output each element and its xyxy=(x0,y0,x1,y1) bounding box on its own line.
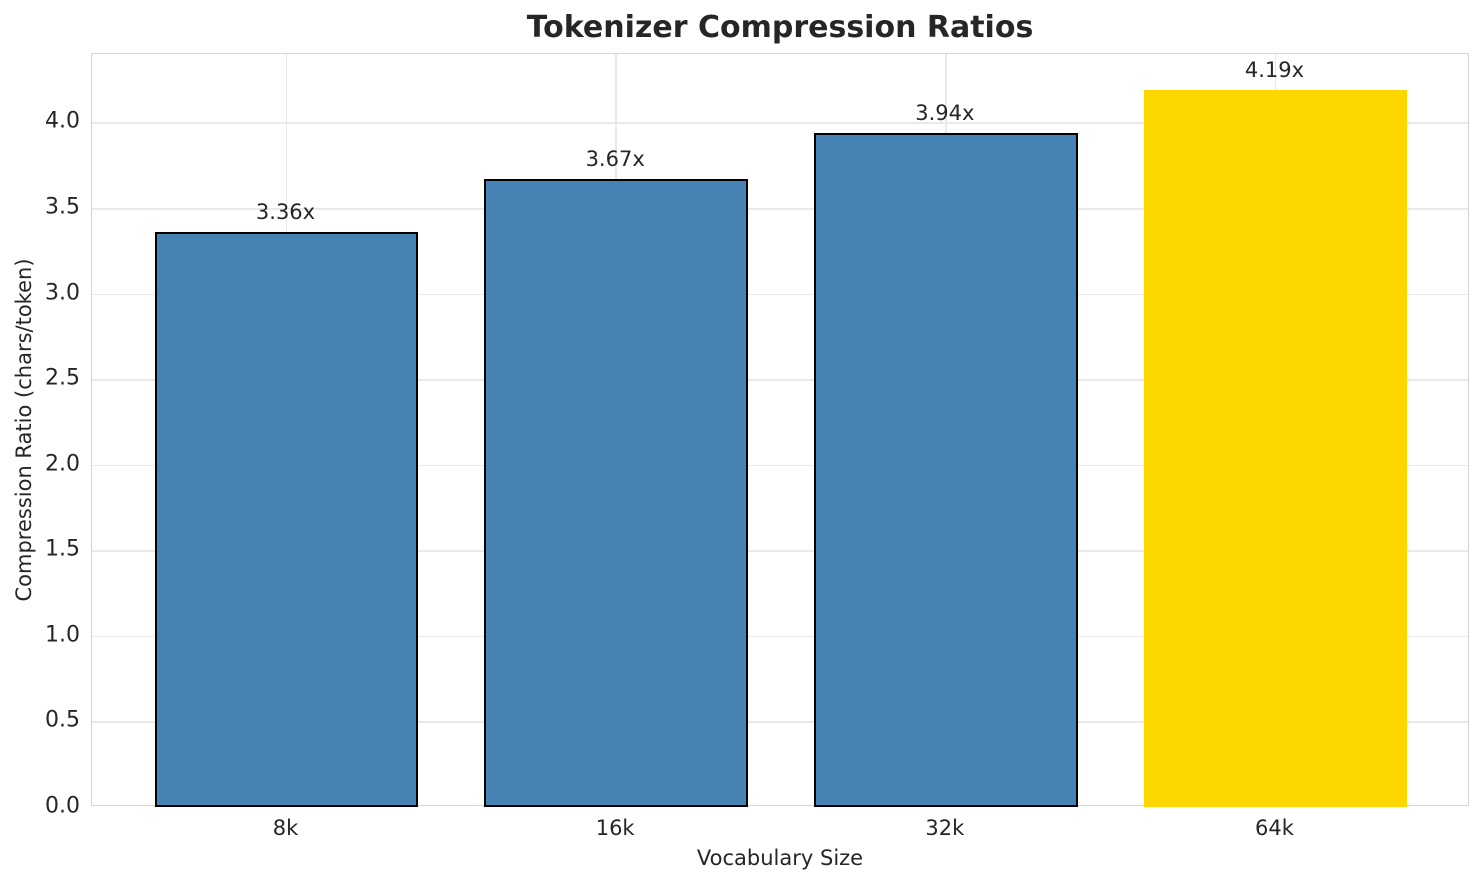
y-tick-label: 3.0 xyxy=(45,280,80,306)
plot-area xyxy=(91,53,1469,807)
h-gridline xyxy=(92,550,1468,552)
h-gridline xyxy=(92,379,1468,381)
h-gridline xyxy=(92,635,1468,638)
bar-value-label: 4.19x xyxy=(1244,57,1305,82)
x-tick-label: 16k xyxy=(595,816,635,840)
y-tick-label: 2.0 xyxy=(45,451,80,477)
bar-16k xyxy=(484,178,749,807)
y-axis-title: Compression Ratio (chars/token) xyxy=(12,258,36,602)
x-tick-label: 32k xyxy=(925,816,965,840)
y-tick-label: 2.5 xyxy=(45,365,80,391)
h-gridline xyxy=(92,122,1468,124)
y-tick-label: 4.0 xyxy=(45,108,80,134)
h-gridline xyxy=(92,721,1468,723)
bar-8k xyxy=(154,231,419,807)
x-tick-label: 8k xyxy=(272,816,299,840)
h-gridline xyxy=(92,293,1468,296)
bar-64k xyxy=(1143,89,1408,807)
bar-value-label: 3.36x xyxy=(255,199,316,224)
y-tick-label: 3.5 xyxy=(45,194,80,220)
bar-value-label: 3.94x xyxy=(915,100,975,125)
h-gridline xyxy=(92,208,1468,210)
x-tick-label: 64k xyxy=(1255,816,1294,840)
y-tick-label: 1.0 xyxy=(45,622,80,648)
bar-32k xyxy=(813,132,1078,807)
h-gridline xyxy=(92,464,1468,467)
x-axis-title: Vocabulary Size xyxy=(696,846,864,870)
y-tick-label: 0.0 xyxy=(45,793,80,819)
y-tick-label: 1.5 xyxy=(45,536,80,562)
chart-title: Tokenizer Compression Ratios xyxy=(526,10,1034,45)
bar-value-label: 3.67x xyxy=(585,146,645,171)
y-tick-label: 0.5 xyxy=(45,707,80,733)
